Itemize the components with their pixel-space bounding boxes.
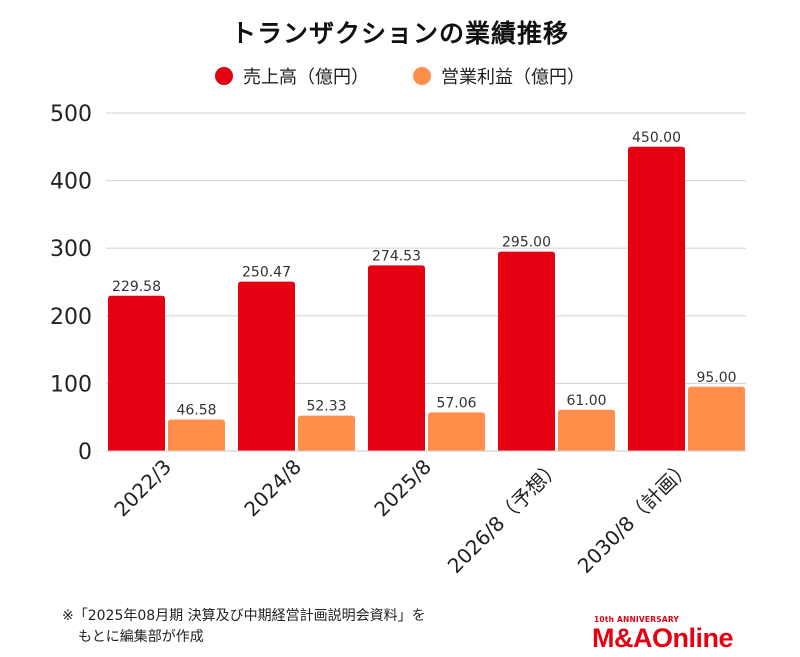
bar-operating-profit	[168, 419, 225, 451]
x-tick-label: 2022/3	[109, 455, 176, 522]
bar-sales	[498, 251, 555, 451]
y-tick-label: 100	[50, 372, 92, 397]
footnote-line-1: ※「2025年08月期 決算及び中期経営計画説明会資料」を	[62, 608, 426, 624]
data-label: 450.00	[632, 130, 681, 146]
bar-sales	[238, 281, 295, 451]
bar-chart: 0 100 200 300 400 500 229.58 46.58 2022/3 250.47 5…	[50, 102, 746, 578]
footnote-line-2: もとに編集部が作成	[78, 629, 204, 645]
y-tick-label: 0	[78, 440, 92, 465]
data-label: 229.58	[112, 279, 161, 295]
x-tick-label: 2024/8	[239, 455, 306, 522]
bar-operating-profit	[688, 386, 745, 451]
x-tick-label: 2030/8（計画）	[573, 455, 696, 578]
footnote: ※「2025年08月期 決算及び中期経営計画説明会資料」を もとに編集部が作成	[62, 606, 426, 648]
legend-item-sales: 売上高（億円）	[215, 63, 369, 89]
y-tick-label: 400	[50, 170, 92, 195]
bar-operating-profit	[428, 412, 485, 451]
data-label: 57.06	[436, 395, 476, 411]
x-tick-label: 2026/8（予想）	[443, 455, 566, 578]
legend-swatch-operating-profit	[413, 67, 431, 85]
data-label: 295.00	[502, 235, 551, 251]
data-label: 52.33	[306, 399, 346, 415]
data-label: 95.00	[696, 370, 736, 386]
chart-title: トランザクションの業績推移	[230, 19, 569, 48]
legend-label-operating-profit: 営業利益（億円）	[441, 67, 585, 88]
ma-online-logo: 10th ANNIVERSARY M&AOnline	[588, 615, 763, 655]
x-tick-label: 2025/8	[369, 455, 436, 522]
data-label: 61.00	[566, 393, 606, 409]
logo-wordmark: M&AOnline	[592, 623, 734, 653]
bar-sales	[368, 265, 425, 451]
bar-sales	[108, 295, 165, 451]
data-label: 46.58	[176, 403, 216, 419]
data-label: 274.53	[372, 248, 421, 264]
chart-legend: 売上高（億円） 営業利益（億円）	[0, 63, 800, 89]
y-tick-label: 300	[50, 237, 92, 262]
logo-anniversary-text: 10th ANNIVERSARY	[594, 615, 680, 624]
bar-operating-profit	[298, 415, 355, 451]
legend-label-sales: 売上高（億円）	[243, 67, 369, 88]
y-tick-label: 200	[50, 305, 92, 330]
legend-swatch-sales	[215, 67, 233, 85]
y-tick-label: 500	[50, 102, 92, 127]
data-label: 250.47	[242, 265, 291, 281]
bar-sales	[628, 146, 685, 452]
bar-operating-profit	[558, 409, 615, 451]
legend-item-operating-profit: 営業利益（億円）	[413, 63, 585, 89]
